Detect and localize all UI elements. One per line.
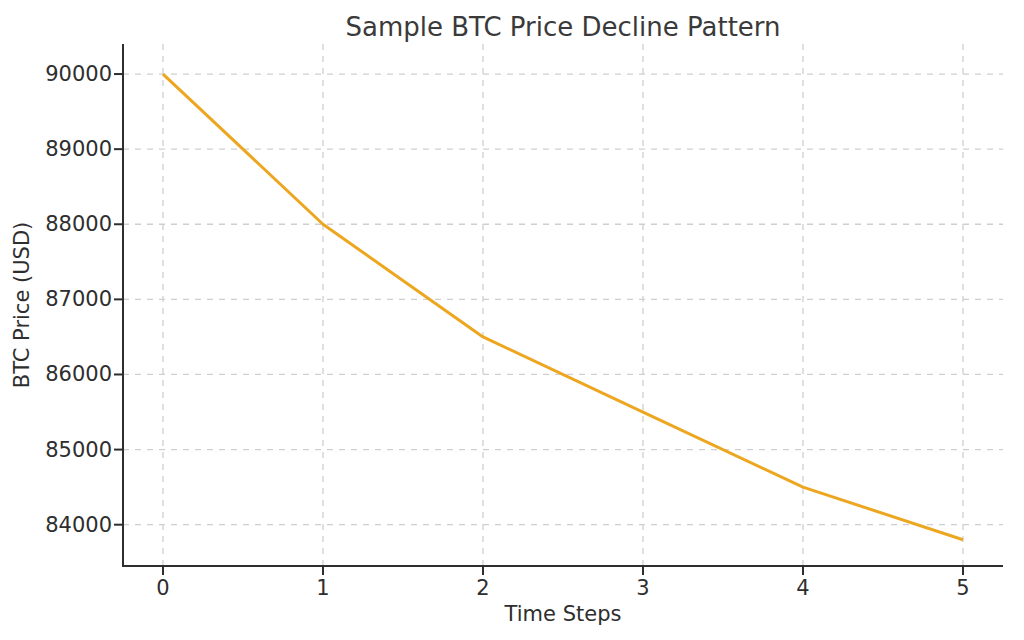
x-tick-label: 1 <box>316 576 329 600</box>
x-axis-label: Time Steps <box>504 602 622 626</box>
x-tick-label: 0 <box>156 576 169 600</box>
y-tick-label: 86000 <box>45 362 112 386</box>
y-tick-label: 89000 <box>45 137 112 161</box>
x-tick-label: 2 <box>476 576 489 600</box>
axes <box>114 44 1003 575</box>
y-tick-label: 87000 <box>45 287 112 311</box>
x-tick-label: 4 <box>796 576 809 600</box>
y-tick-label: 88000 <box>45 212 112 236</box>
price-line <box>163 74 963 540</box>
x-tick-label: 5 <box>956 576 969 600</box>
y-axis-label: BTC Price (USD) <box>10 222 34 389</box>
y-tick-label: 85000 <box>45 438 112 462</box>
tick-labels: 0 1 2 3 4 5 84000 85000 86000 87000 88000 89000 9000… <box>45 62 970 600</box>
y-tick-label: 90000 <box>45 62 112 86</box>
figure: 0 1 2 3 4 5 84000 85000 86000 87000 88000 89000 9000… <box>0 0 1024 640</box>
line-chart: 0 1 2 3 4 5 84000 85000 86000 87000 88000 89000 9000… <box>0 0 1024 640</box>
x-tick-label: 3 <box>636 576 649 600</box>
chart-title: Sample BTC Price Decline Pattern <box>345 12 780 42</box>
gridlines <box>123 44 1003 566</box>
y-tick-label: 84000 <box>45 513 112 537</box>
